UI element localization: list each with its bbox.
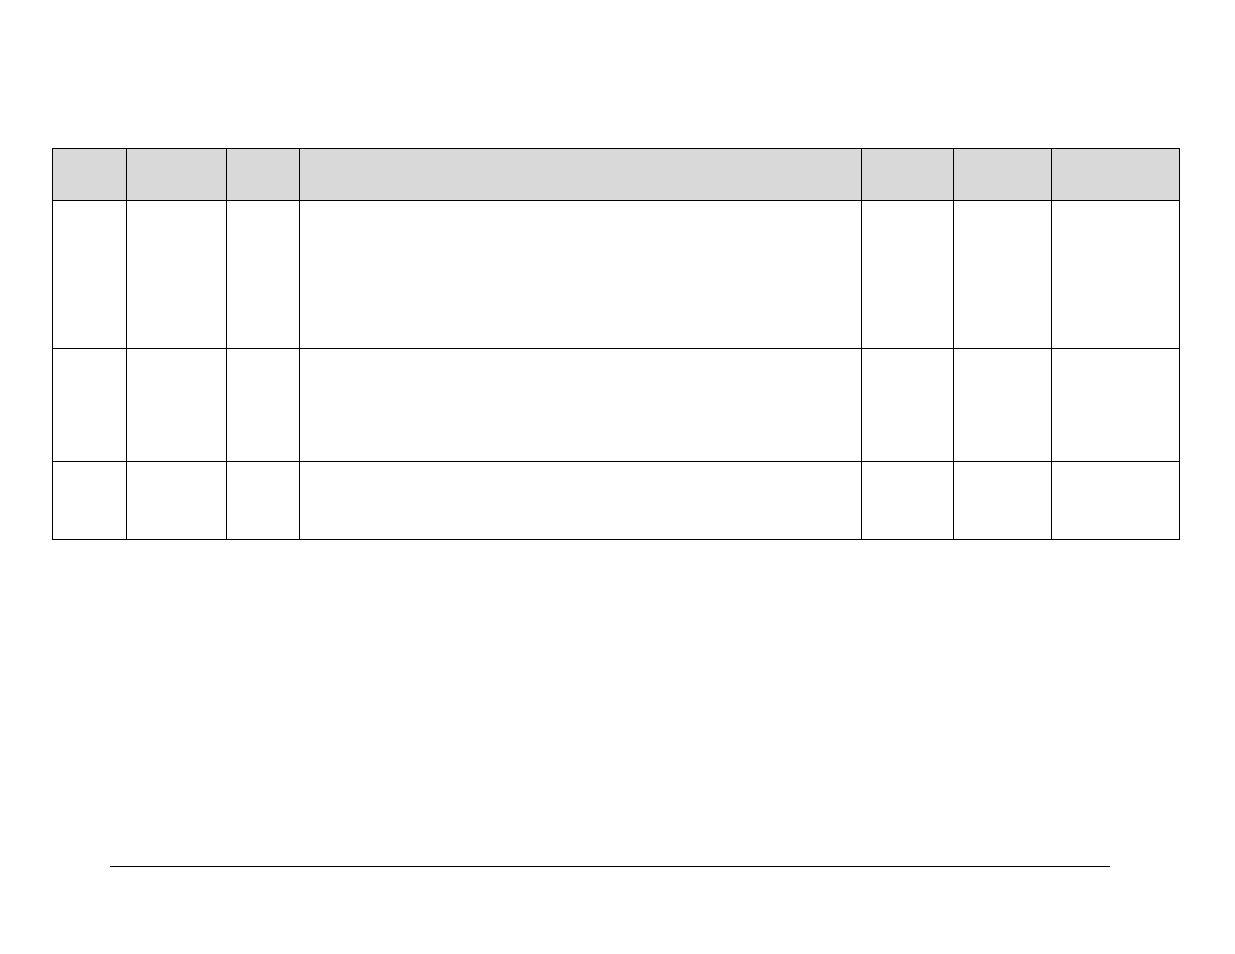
table-header-cell xyxy=(862,149,954,201)
table-cell xyxy=(954,349,1052,462)
table-cell xyxy=(226,349,299,462)
table-cell xyxy=(226,462,299,540)
table-row xyxy=(53,462,1180,540)
table-header-cell xyxy=(1052,149,1180,201)
table-header-cell xyxy=(299,149,861,201)
table-cell xyxy=(1052,349,1180,462)
table-row xyxy=(53,349,1180,462)
table-cell xyxy=(299,462,861,540)
table-header-cell xyxy=(226,149,299,201)
table-cell xyxy=(53,201,127,349)
table-cell xyxy=(299,349,861,462)
table-cell xyxy=(226,201,299,349)
table-cell xyxy=(954,201,1052,349)
table-cell xyxy=(126,462,226,540)
table-row xyxy=(53,201,1180,349)
table-header-row xyxy=(53,149,1180,201)
table-header-cell xyxy=(954,149,1052,201)
table-cell xyxy=(126,349,226,462)
footer-divider xyxy=(110,866,1110,867)
table xyxy=(52,148,1180,540)
table-cell xyxy=(1052,201,1180,349)
table-cell xyxy=(862,462,954,540)
table-header-cell xyxy=(53,149,127,201)
table-cell xyxy=(862,349,954,462)
table-cell xyxy=(126,201,226,349)
table-cell xyxy=(299,201,861,349)
table-cell xyxy=(1052,462,1180,540)
table-header xyxy=(53,149,1180,201)
table-cell xyxy=(53,462,127,540)
table-cell xyxy=(53,349,127,462)
table-body xyxy=(53,201,1180,540)
table-cell xyxy=(954,462,1052,540)
data-table xyxy=(52,148,1180,540)
table-header-cell xyxy=(126,149,226,201)
table-cell xyxy=(862,201,954,349)
